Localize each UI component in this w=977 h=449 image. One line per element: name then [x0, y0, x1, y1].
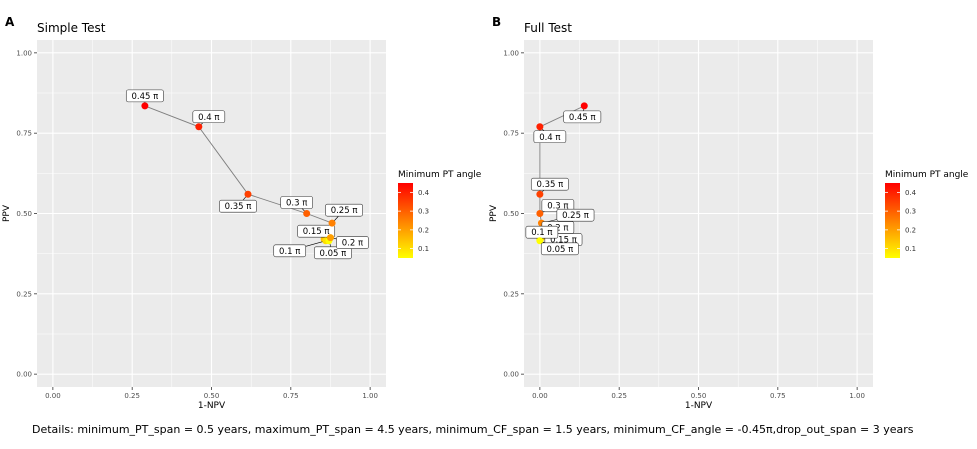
legend-colorbar	[885, 183, 900, 258]
data-label-box	[219, 199, 257, 213]
data-label-box	[192, 110, 226, 124]
y-axis: 0.00 0.25 0.50 0.75 1.00	[503, 49, 524, 379]
data-label-box	[540, 242, 579, 256]
x-tick-label: 0.25	[611, 392, 627, 400]
x-tick-label: 0.50	[691, 392, 707, 400]
x-tick-label: 0.50	[204, 392, 220, 400]
data-label-box	[336, 236, 369, 249]
legend-ticks: 0.1 0.2 0.3 0.4	[885, 189, 917, 253]
data-label: 0.45 π	[569, 113, 596, 123]
panel-tag: B	[492, 15, 501, 29]
chart-title: Simple Test	[37, 21, 106, 35]
details-caption: Details: minimum_PT_span = 0.5 years, ma…	[32, 423, 914, 436]
data-label: 0.25 π	[562, 211, 589, 221]
data-label-box	[297, 224, 336, 238]
data-label: 0.3 π	[547, 202, 568, 212]
x-tick-label: 1.00	[849, 392, 865, 400]
data-label-box	[556, 208, 595, 222]
legend-tick-label: 0.2	[418, 226, 429, 234]
y-tick-label: 0.75	[503, 130, 519, 138]
data-point	[244, 190, 252, 198]
data-point	[326, 234, 334, 242]
data-label-box	[325, 203, 363, 217]
legend-colorbar	[398, 183, 413, 258]
panel-full-test: B Full Test 0.00 0.25 0.50 0.75 1.00 0.00 0.2…	[489, 15, 969, 411]
data-label: 0.1 π	[279, 247, 300, 257]
data-point	[141, 102, 149, 110]
y-tick-label: 1.00	[16, 49, 32, 57]
x-axis: 0.00 0.25 0.50 0.75 1.00	[45, 387, 378, 400]
data-label: 0.2 π	[342, 239, 363, 249]
y-axis: 0.00 0.25 0.50 0.75 1.00	[16, 49, 37, 379]
y-axis-label: PPV	[2, 204, 12, 222]
y-tick-label: 0.00	[16, 371, 32, 379]
data-label: 0.35 π	[536, 180, 563, 190]
data-label: 0.4 π	[539, 133, 560, 143]
y-tick-label: 0.25	[503, 290, 519, 298]
data-label: 0.25 π	[331, 206, 358, 216]
gridlines	[37, 40, 386, 387]
x-axis: 0.00 0.25 0.50 0.75 1.00	[532, 387, 865, 400]
data-point	[328, 219, 336, 227]
data-point	[303, 210, 311, 217]
y-tick-label: 0.50	[503, 210, 519, 218]
data-point	[536, 237, 544, 245]
x-tick-label: 0.00	[45, 392, 61, 400]
data-point	[580, 102, 588, 110]
data-label-box	[273, 244, 307, 258]
legend-tick-label: 0.3	[905, 208, 916, 216]
data-marks: 0.45 π0.4 π0.35 π 0.3 π0.15 π0.1 π 0.05 π0…	[125, 89, 369, 260]
x-axis-label: 1-NPV	[685, 401, 713, 411]
y-axis-label: PPV	[489, 204, 499, 222]
data-label: 0.3 π	[286, 199, 307, 209]
data-label-box	[280, 196, 313, 209]
data-label: 0.35 π	[225, 202, 252, 212]
panel-tag: A	[5, 15, 15, 29]
y-tick-label: 1.00	[503, 49, 519, 57]
data-label: 0.15 π	[550, 236, 577, 246]
data-label: 0.05 π	[320, 249, 347, 259]
legend-ticks: 0.1 0.2 0.3 0.4	[398, 189, 430, 253]
legend-title: Minimum PT angle	[885, 170, 969, 180]
data-point	[536, 190, 544, 198]
legend-tick-label: 0.3	[418, 208, 429, 216]
gridlines	[524, 40, 873, 387]
data-label: 0.05 π	[546, 245, 573, 255]
data-label: 0.15 π	[303, 227, 330, 237]
y-tick-label: 0.25	[16, 290, 32, 298]
y-tick-label: 0.50	[16, 210, 32, 218]
data-label: 0.4 π	[198, 113, 219, 123]
data-label-box	[530, 177, 569, 191]
x-tick-label: 0.25	[124, 392, 140, 400]
data-marks: 0.45 π0.4 π0.35 π0.3 π0.25 π0.2 π0.15 π0…	[525, 102, 602, 256]
y-tick-label: 0.75	[16, 130, 32, 138]
data-label: 0.1 π	[531, 228, 552, 238]
chart-title: Full Test	[524, 21, 572, 35]
data-label-box	[563, 110, 602, 124]
data-label-box	[313, 246, 352, 260]
legend-tick-label: 0.1	[905, 245, 916, 253]
x-tick-label: 0.75	[770, 392, 786, 400]
data-label-box	[125, 89, 164, 103]
panel-simple-test: A Simple Test 0.00 0.25 0.50 0.75 1.00 0.000…	[2, 15, 482, 411]
data-label: 0.45 π	[131, 92, 158, 102]
data-point	[536, 210, 544, 217]
color-legend: Minimum PT angle 0.1 0.2 0.3 0.4	[398, 170, 482, 258]
color-legend: Minimum PT angle 0.1 0.2 0.3 0.4	[885, 170, 969, 258]
x-tick-label: 0.75	[283, 392, 299, 400]
x-tick-label: 1.00	[362, 392, 378, 400]
legend-title: Minimum PT angle	[398, 170, 482, 180]
legend-tick-label: 0.2	[905, 226, 916, 234]
x-axis-label: 1-NPV	[198, 401, 226, 411]
legend-tick-label: 0.1	[418, 245, 429, 253]
legend-tick-label: 0.4	[418, 189, 430, 197]
data-point	[536, 123, 544, 131]
y-tick-label: 0.00	[503, 371, 519, 379]
data-label-box	[533, 130, 567, 144]
legend-tick-label: 0.4	[905, 189, 917, 197]
x-tick-label: 0.00	[532, 392, 548, 400]
data-point	[195, 123, 203, 131]
